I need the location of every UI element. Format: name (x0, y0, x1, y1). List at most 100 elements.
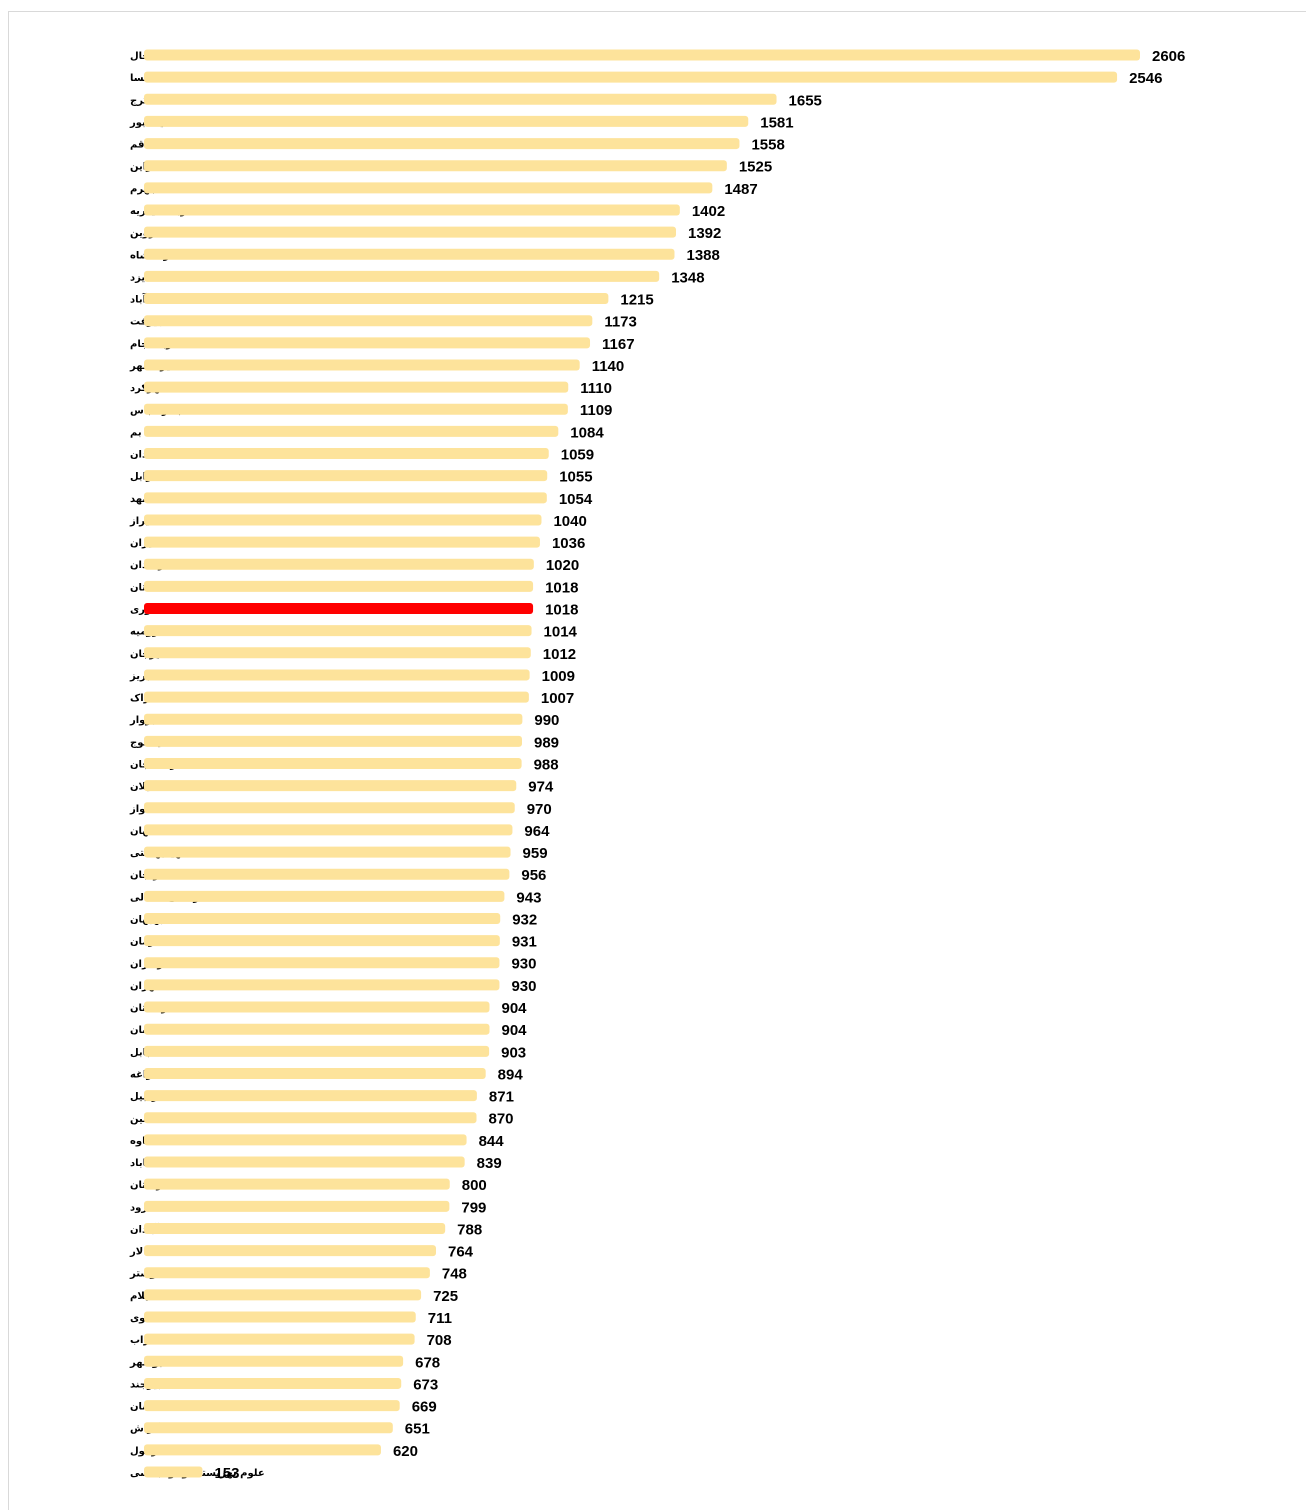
value-label: 970 (527, 801, 552, 818)
bar (144, 1001, 490, 1013)
bar (144, 403, 568, 415)
bar (144, 448, 549, 460)
bar (144, 1222, 446, 1234)
value-label: 903 (501, 1044, 526, 1061)
bar (144, 691, 529, 703)
bar (144, 580, 534, 592)
value-label: 930 (511, 956, 536, 973)
bar (144, 1466, 203, 1478)
value-label: 943 (516, 889, 541, 906)
bar (144, 669, 530, 681)
bar (144, 1156, 465, 1168)
value-label: 904 (502, 1000, 528, 1017)
bar (144, 1289, 422, 1301)
bar (144, 1400, 400, 1412)
bar (144, 381, 569, 393)
bar (144, 359, 580, 371)
value-label: 1009 (542, 668, 575, 685)
value-label: 988 (534, 756, 559, 773)
value-label: 959 (523, 845, 548, 862)
value-label: 2606 (1152, 48, 1185, 65)
value-label: 678 (415, 1354, 440, 1371)
bar (144, 470, 548, 482)
value-label: 1655 (789, 92, 822, 109)
category-label: لار (129, 1247, 143, 1258)
value-label: 669 (412, 1399, 437, 1416)
category-label: بابل (130, 1047, 150, 1058)
bar (144, 49, 1140, 61)
bar (144, 1245, 436, 1257)
bar (144, 868, 510, 880)
value-label: 620 (393, 1443, 418, 1460)
bar (144, 735, 522, 747)
value-label: 990 (534, 712, 559, 729)
value-label: 871 (489, 1089, 514, 1106)
bar (144, 514, 542, 526)
bar (144, 204, 680, 216)
value-label: 725 (433, 1288, 458, 1305)
category-label: ایلام (130, 1291, 152, 1302)
value-label: 673 (413, 1376, 438, 1393)
bar (144, 1067, 486, 1079)
bar (144, 935, 500, 947)
value-label: 711 (428, 1310, 452, 1327)
value-label: 2546 (1129, 70, 1162, 87)
bar (144, 226, 677, 238)
category-label: فسا (130, 73, 150, 84)
bar (144, 270, 660, 282)
value-label: 1110 (580, 380, 612, 397)
value-label: 931 (512, 934, 537, 951)
category-label: ساوه (130, 1136, 156, 1147)
value-label: 1020 (546, 557, 579, 574)
value-label: 788 (457, 1221, 482, 1238)
category-label: کرج (130, 95, 149, 106)
bar (144, 1422, 393, 1434)
value-label: 1388 (686, 247, 719, 264)
value-label: 1014 (544, 624, 578, 641)
bar (144, 1377, 402, 1389)
value-label: 1036 (552, 535, 585, 552)
value-label: 764 (448, 1244, 474, 1261)
value-label: 989 (534, 734, 559, 751)
value-label: 1558 (751, 137, 784, 154)
value-label: 800 (462, 1177, 487, 1194)
category-label: زابل (130, 472, 152, 483)
bar (144, 1134, 467, 1146)
value-label: 1402 (692, 203, 725, 220)
category-label: ایران (130, 538, 155, 549)
bar (144, 625, 532, 637)
value-label: 904 (502, 1022, 528, 1039)
bar (144, 979, 500, 991)
value-label: 1173 (604, 314, 637, 331)
chart-frame (8, 11, 1306, 1510)
bar (144, 248, 675, 260)
bar (144, 1267, 430, 1279)
value-label: 708 (427, 1332, 452, 1349)
bar (144, 337, 591, 349)
bar (144, 603, 534, 615)
value-label: 1055 (559, 469, 592, 486)
value-label: 1109 (580, 402, 613, 419)
bar (144, 780, 517, 792)
category-label: یزد (130, 272, 145, 283)
bar (144, 1200, 450, 1212)
value-label: 1487 (724, 181, 757, 198)
value-label: 1054 (559, 491, 593, 508)
value-label: 839 (477, 1155, 502, 1172)
value-label: 974 (528, 779, 554, 796)
bar (144, 758, 522, 769)
bar (144, 912, 501, 924)
bar (144, 138, 740, 150)
bar (144, 425, 559, 437)
bar (144, 315, 593, 327)
category-label: اراک (130, 693, 153, 704)
value-label: 870 (489, 1111, 514, 1128)
category-label: تبریز (129, 671, 154, 682)
bar (144, 160, 727, 172)
value-label: 844 (479, 1133, 505, 1150)
value-label: 651 (405, 1421, 430, 1438)
bar (144, 647, 531, 659)
bar (144, 1045, 490, 1057)
